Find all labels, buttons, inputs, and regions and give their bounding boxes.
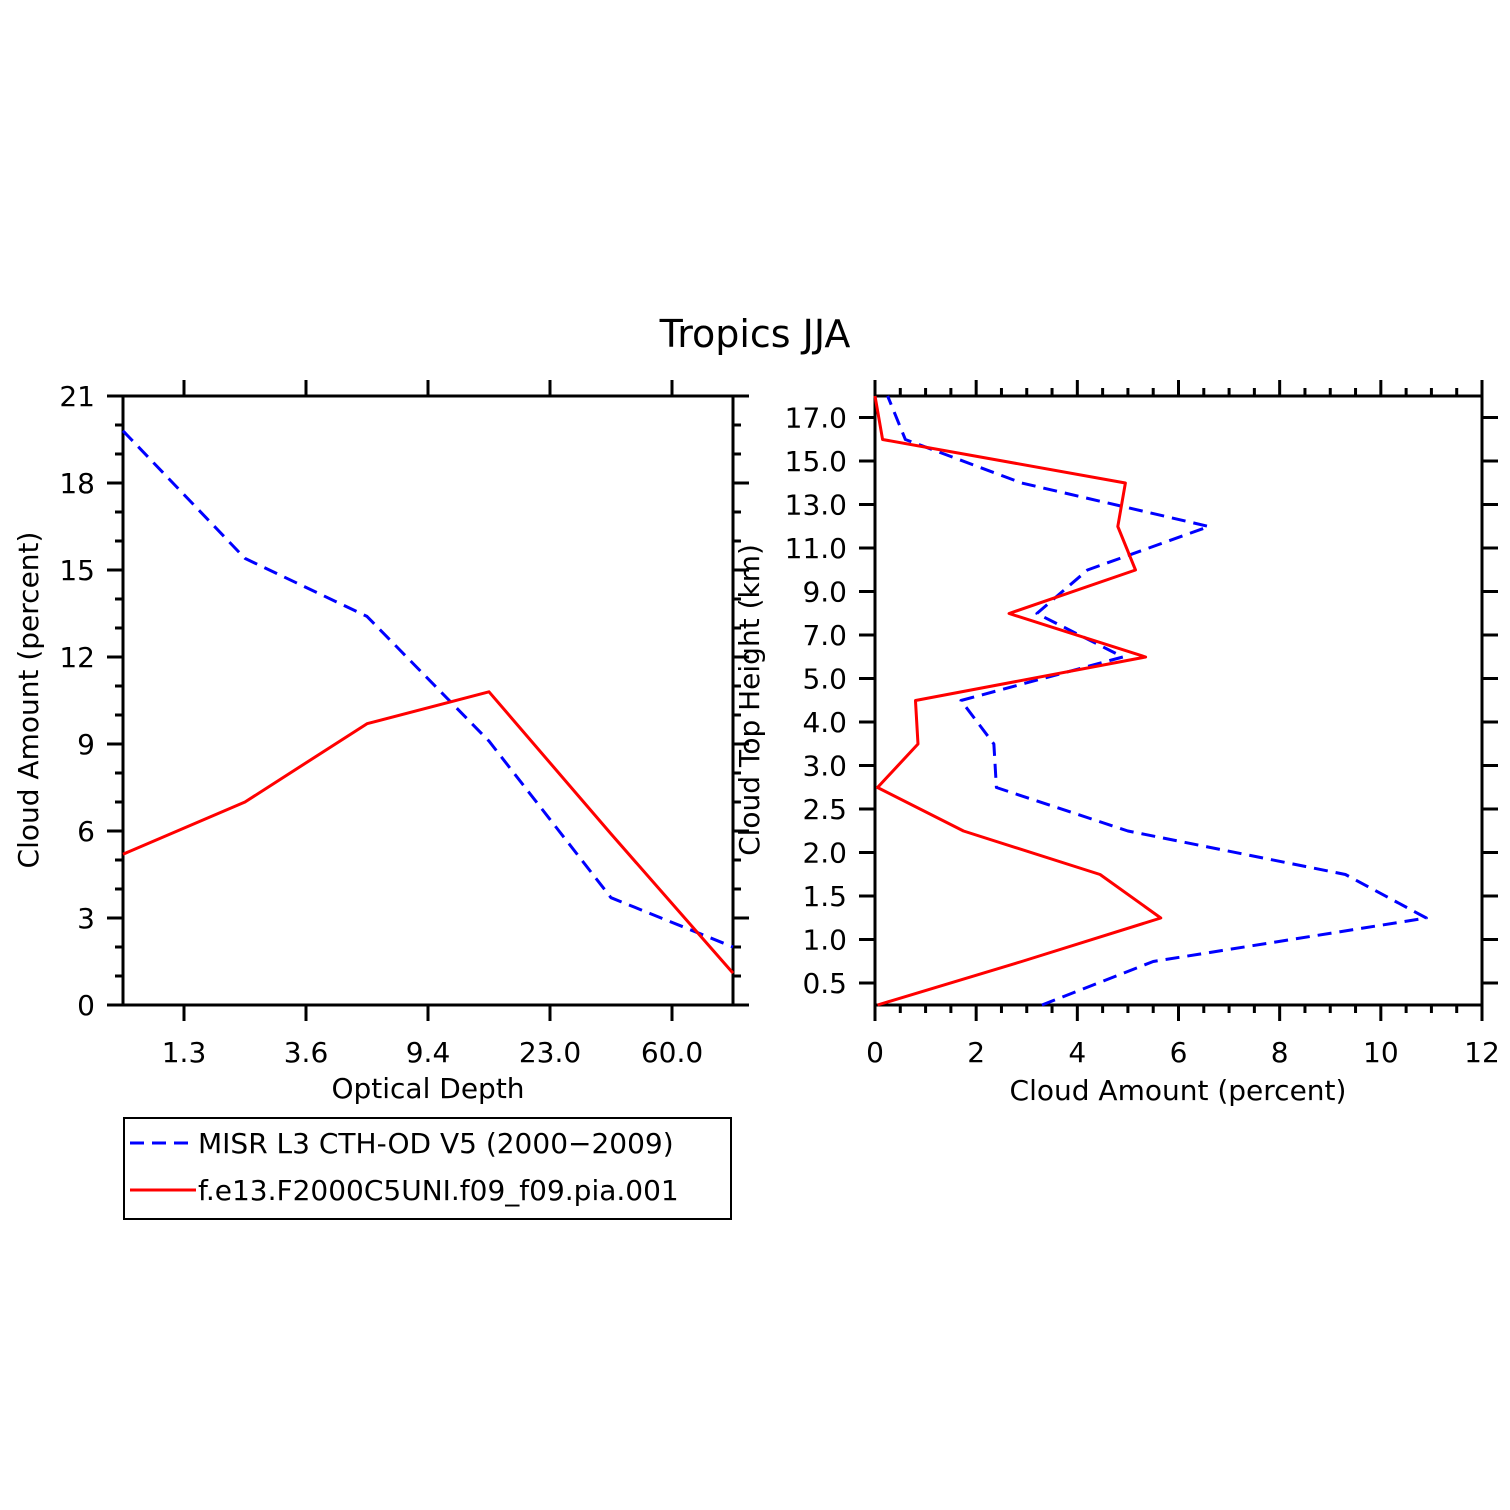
right-y-tick-label: 17.0: [785, 402, 847, 435]
right-x-tick-label: 0: [866, 1036, 884, 1069]
right-y-tick-label: 13.0: [785, 489, 847, 522]
right-y-tick-label: 7.0: [802, 619, 847, 652]
left-y-tick-label: 3: [77, 902, 95, 935]
left-y-tick-label: 21: [59, 380, 95, 413]
left-y-tick-label: 9: [77, 728, 95, 761]
right-x-tick-label: 2: [967, 1036, 985, 1069]
figure-title: Tropics JJA: [659, 312, 851, 356]
right-ticks: [859, 380, 1498, 1021]
right-y-tick-label: 3.0: [802, 750, 847, 783]
right-x-tick-label: 10: [1363, 1036, 1399, 1069]
left-x-tick-label: 3.6: [284, 1036, 329, 1069]
right-y-tick-label: 1.0: [802, 924, 847, 957]
left-y-tick-label: 12: [59, 641, 95, 674]
left-y-tick-label: 15: [59, 554, 95, 587]
right-y-tick-label: 9.0: [802, 576, 847, 609]
legend-label-model: f.e13.F2000C5UNI.f09_f09.pia.001: [198, 1174, 679, 1207]
right-y-tick-label: 11.0: [785, 532, 847, 565]
right-x-tick-label: 12: [1464, 1036, 1500, 1069]
right-x-tick-label: 8: [1271, 1036, 1289, 1069]
right-x-tick-label: 4: [1068, 1036, 1086, 1069]
right-series-obs-line: [886, 395, 1428, 1007]
right-y-tick-label: 2.5: [802, 793, 847, 826]
right-y-tick-label: 5.0: [802, 663, 847, 696]
left-y-tick-label: 18: [59, 467, 95, 500]
left-ticks: [107, 380, 749, 1021]
right-y-tick-label: 4.0: [802, 706, 847, 739]
left-y-tick-label: 6: [77, 815, 95, 848]
right-series-model-line: [873, 395, 1163, 1007]
left-y-tick-label: 0: [77, 989, 95, 1022]
left-tick-labels: 0 3 6 9 12 15 18 21 1.3 3.6 9.4 23.0 60.0: [59, 380, 703, 1069]
left-series: [121, 429, 735, 975]
right-y-tick-label: 15.0: [785, 445, 847, 478]
right-y-tick-label: 2.0: [802, 837, 847, 870]
left-y-axis-label: Cloud Amount (percent): [12, 532, 45, 869]
left-x-tick-label: 23.0: [519, 1036, 581, 1069]
legend: MISR L3 CTH-OD V5 (2000−2009) f.e13.F200…: [123, 1117, 732, 1220]
left-series-obs-line: [121, 429, 734, 949]
right-y-axis-label: Cloud Top Height (km): [733, 544, 766, 856]
legend-box: [123, 1117, 732, 1220]
left-x-tick-label: 9.4: [406, 1036, 451, 1069]
left-series-model-line: [122, 690, 735, 975]
right-panel: 0 2 4 6 8 10 12 0.5 1.0 1.5 2.0 2.5 3.0 4.0 5.0 7.0 9.0 1…: [733, 380, 1500, 1107]
left-x-tick-label: 1.3: [162, 1036, 207, 1069]
right-y-tick-label: 1.5: [802, 880, 847, 913]
right-x-axis-label: Cloud Amount (percent): [1010, 1074, 1347, 1107]
legend-label-obs: MISR L3 CTH-OD V5 (2000−2009): [198, 1127, 674, 1160]
left-panel: 0 3 6 9 12 15 18 21 1.3 3.6 9.4 23.0 60.0 Optical De…: [12, 380, 749, 1105]
right-tick-labels: 0 2 4 6 8 10 12 0.5 1.0 1.5 2.0 2.5 3.0 4.0 5.0 7.0 9.0 1…: [785, 402, 1500, 1070]
right-x-tick-label: 6: [1170, 1036, 1188, 1069]
right-series: [873, 395, 1428, 1007]
left-x-tick-label: 60.0: [641, 1036, 703, 1069]
left-x-axis-label: Optical Depth: [331, 1072, 524, 1105]
right-y-tick-label: 0.5: [802, 967, 847, 1000]
left-plot-frame: [121, 394, 735, 1007]
